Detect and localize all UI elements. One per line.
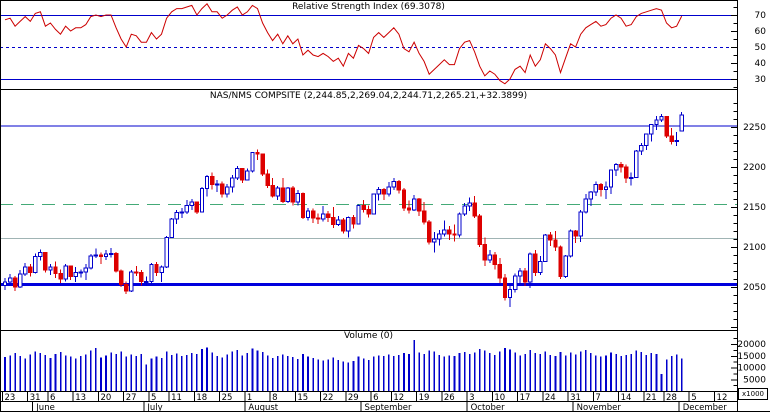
- svg-text:5: 5: [691, 393, 696, 403]
- svg-text:12: 12: [393, 393, 404, 403]
- svg-text:23: 23: [5, 393, 16, 403]
- svg-text:3: 3: [469, 393, 474, 403]
- svg-text:12: 12: [717, 393, 728, 403]
- svg-text:September: September: [365, 403, 412, 412]
- svg-text:14: 14: [621, 393, 632, 403]
- svg-text:June: June: [35, 403, 55, 412]
- svg-text:10: 10: [494, 393, 505, 403]
- svg-text:21: 21: [646, 393, 657, 403]
- svg-text:2250: 2250: [743, 123, 766, 133]
- svg-text:27: 27: [126, 393, 137, 403]
- svg-text:70: 70: [755, 11, 767, 21]
- svg-text:5: 5: [151, 393, 156, 403]
- rsi-line: [4, 3, 683, 85]
- svg-text:2050: 2050: [743, 283, 766, 293]
- svg-text:6: 6: [373, 393, 378, 403]
- svg-text:15000: 15000: [737, 352, 766, 362]
- svg-text:19: 19: [419, 393, 430, 403]
- thousands-unit-label: x1000: [738, 388, 768, 400]
- svg-text:2100: 2100: [743, 243, 766, 253]
- svg-text:17: 17: [520, 393, 531, 403]
- svg-text:8: 8: [272, 393, 277, 403]
- svg-text:1: 1: [247, 393, 252, 403]
- svg-text:26: 26: [444, 393, 455, 403]
- volume-bars: [4, 339, 683, 391]
- svg-text:22: 22: [323, 393, 334, 403]
- svg-text:5000: 5000: [743, 375, 766, 385]
- svg-text:December: December: [683, 403, 728, 412]
- svg-text:18: 18: [196, 393, 207, 403]
- svg-text:20: 20: [100, 393, 111, 403]
- svg-text:7: 7: [595, 393, 600, 403]
- svg-text:20000: 20000: [737, 340, 766, 350]
- svg-text:2200: 2200: [743, 163, 766, 173]
- price-reference-lines: [0, 125, 737, 286]
- svg-text:40: 40: [755, 59, 767, 69]
- svg-text:11: 11: [171, 393, 182, 403]
- svg-text:25: 25: [222, 393, 233, 403]
- svg-text:October: October: [471, 403, 506, 412]
- svg-text:November: November: [577, 403, 622, 412]
- svg-text:60: 60: [755, 27, 767, 37]
- svg-text:31: 31: [30, 393, 41, 403]
- svg-text:August: August: [248, 403, 278, 412]
- svg-text:6: 6: [50, 393, 55, 403]
- svg-text:10000: 10000: [737, 364, 766, 374]
- svg-text:28: 28: [666, 393, 677, 403]
- svg-text:50: 50: [755, 43, 767, 53]
- date-axis: 23 31 6 13 20 27 5 11 18 25 1 8 15 22 29 6 12 19 26 3 10 17 24…: [1, 391, 728, 412]
- svg-text:15: 15: [297, 393, 308, 403]
- candlesticks: [2, 111, 684, 307]
- svg-text:31: 31: [570, 393, 581, 403]
- svg-text:30: 30: [755, 75, 767, 85]
- svg-text:July: July: [146, 403, 162, 412]
- svg-text:2150: 2150: [743, 203, 766, 213]
- svg-text:24: 24: [545, 393, 556, 403]
- svg-text:29: 29: [348, 393, 359, 403]
- rsi-reference-lines: [0, 15, 737, 80]
- svg-text:13: 13: [75, 393, 86, 403]
